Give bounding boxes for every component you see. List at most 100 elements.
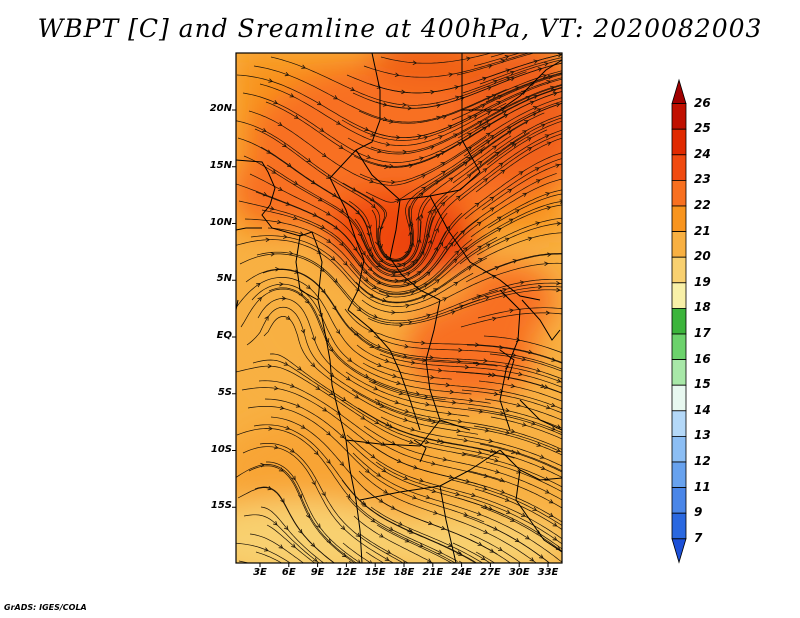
streamline — [249, 533, 305, 563]
streamline-arrow — [379, 533, 384, 538]
streamline-arrow — [292, 215, 298, 220]
streamline-arrow — [321, 152, 327, 158]
streamline-arrow — [489, 548, 495, 553]
streamline — [236, 365, 484, 459]
streamline — [236, 277, 452, 380]
streamline — [354, 132, 530, 271]
streamline-arrow — [273, 100, 279, 105]
streamline-arrow — [521, 356, 527, 362]
streamline — [347, 497, 457, 563]
streamline-arrow — [381, 297, 387, 303]
streamline-arrow — [293, 114, 299, 119]
streamline-arrow — [340, 525, 346, 531]
streamline-arrow — [423, 394, 429, 400]
streamline-arrow — [477, 245, 483, 250]
streamline — [350, 326, 562, 380]
streamline-arrow — [512, 259, 518, 264]
streamline-arrow — [451, 400, 457, 405]
streamline-arrow — [420, 250, 425, 256]
colorbar-label: 24 — [694, 146, 711, 161]
streamline-arrow — [402, 279, 408, 284]
streamline — [473, 53, 522, 67]
streamline-arrow — [408, 439, 414, 444]
streamline-arrow — [295, 403, 301, 408]
streamline-arrow — [264, 315, 269, 321]
streamline — [479, 57, 562, 85]
streamline-arrow — [440, 162, 446, 167]
lat-label: 15N — [209, 159, 232, 171]
streamline-arrow — [433, 288, 438, 293]
streamline-arrow — [482, 486, 488, 491]
streamline-arrow — [548, 499, 554, 504]
colorbar-segment — [671, 231, 687, 258]
streamline-arrow — [499, 477, 505, 482]
lon-label: 18E — [393, 567, 415, 578]
colorbar-label: 20 — [694, 249, 711, 264]
wbpt-shading — [236, 53, 562, 563]
streamline — [242, 92, 487, 163]
streamline — [367, 289, 562, 326]
streamline-arrow — [376, 263, 381, 268]
streamline — [453, 178, 562, 247]
streamline — [343, 173, 557, 288]
streamline — [484, 398, 562, 421]
streamline — [342, 146, 486, 260]
streamline-arrow — [419, 156, 424, 161]
lon-label: 12E — [336, 567, 357, 578]
streamline-arrow — [256, 283, 261, 288]
streamline-arrow — [345, 376, 351, 381]
colorbar-label: 25 — [694, 121, 711, 136]
streamline — [365, 102, 562, 203]
streamline-arrow — [448, 72, 454, 78]
streamline-arrow — [398, 390, 404, 396]
streamline-arrow — [530, 82, 535, 87]
streamline-arrow — [367, 247, 372, 252]
colorbar-label: 13 — [694, 428, 711, 443]
lat-label: 5N — [216, 273, 232, 285]
streamline — [364, 488, 512, 563]
streamline-arrow — [486, 111, 492, 116]
streamline — [247, 405, 485, 523]
streamline — [245, 268, 479, 364]
streamline-arrow — [362, 502, 367, 508]
streamline-arrow — [510, 383, 516, 389]
streamline-arrow — [383, 489, 389, 494]
streamline — [369, 54, 562, 94]
streamline-arrow — [285, 201, 291, 206]
streamline-arrow — [497, 228, 502, 233]
streamline-arrow — [489, 207, 495, 212]
streamline-arrow — [522, 422, 527, 427]
streamline — [483, 335, 562, 354]
streamline — [471, 282, 562, 301]
streamline-arrow — [326, 459, 331, 464]
streamline-arrow — [290, 448, 295, 453]
streamline-arrow — [515, 450, 521, 455]
streamline-arrow — [404, 343, 409, 349]
streamline-arrow — [421, 186, 427, 191]
streamline — [251, 283, 472, 395]
lon-label: 33E — [537, 567, 559, 578]
colorbar-segment — [671, 103, 687, 130]
streamline-arrow — [540, 465, 546, 470]
streamline-arrow — [390, 179, 396, 185]
streamline-arrow — [336, 410, 342, 415]
streamline — [488, 278, 562, 292]
streamline-arrow — [380, 441, 386, 446]
colorbar-segment — [671, 154, 687, 181]
streamline-arrow — [447, 124, 453, 129]
streamline-arrow — [434, 180, 440, 185]
streamline-arrow — [476, 221, 482, 226]
streamline-arrow — [421, 295, 427, 300]
streamline-arrow — [433, 246, 438, 252]
grads-credit: GrADS: IGES/COLA — [4, 603, 87, 612]
streamline-arrow — [304, 299, 310, 304]
colorbar-label: 16 — [694, 351, 711, 366]
streamline-arrow — [463, 512, 469, 517]
streamline-arrow — [385, 255, 391, 261]
streamline-arrow — [456, 550, 462, 555]
streamline-arrow — [316, 523, 321, 529]
streamline — [243, 514, 320, 563]
streamline — [371, 121, 528, 263]
streamline-arrow — [520, 512, 526, 517]
streamline-arrow — [421, 340, 426, 346]
